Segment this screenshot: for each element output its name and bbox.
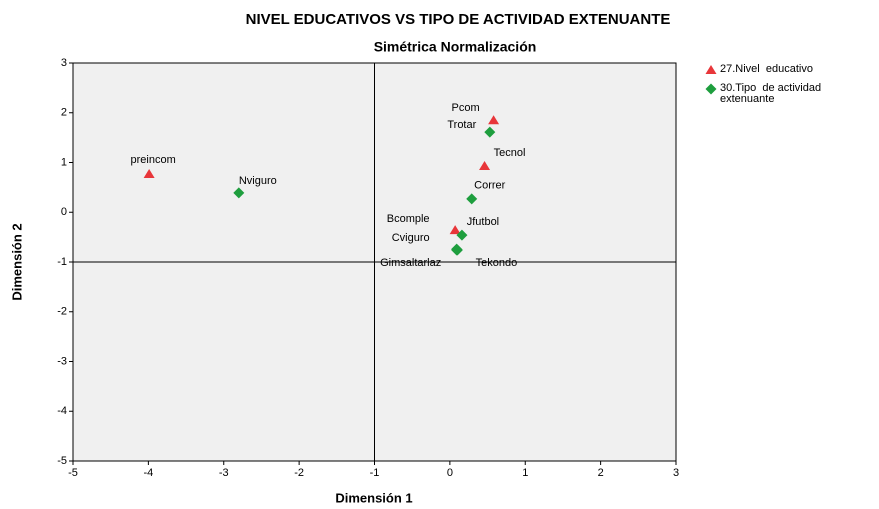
point xyxy=(484,126,496,138)
y-tick-label: -5 xyxy=(57,455,67,467)
point xyxy=(449,225,461,235)
y-tick-label: 3 xyxy=(61,57,67,69)
x-tick-label: -1 xyxy=(370,467,380,479)
point xyxy=(143,168,155,178)
legend-marker xyxy=(705,65,717,74)
y-axis-title: Dimensión 2 xyxy=(9,223,24,300)
point xyxy=(479,160,491,170)
point-label: Gimsaltarlaz xyxy=(380,257,441,269)
y-tick-label: -1 xyxy=(57,256,67,268)
x-tick-label: 2 xyxy=(598,467,604,479)
point-label: Tecnol xyxy=(494,147,526,159)
legend-marker xyxy=(705,83,717,95)
y-tick-label: 2 xyxy=(61,107,67,119)
point-label: Bcomple xyxy=(387,213,430,225)
chart-title: NIVEL EDUCATIVOS VS TIPO DE ACTIVIDAD EX… xyxy=(246,11,671,28)
x-tick-label: -2 xyxy=(294,467,304,479)
x-tick-label: -5 xyxy=(68,467,78,479)
point xyxy=(488,115,500,125)
point-label: preincom xyxy=(131,154,176,166)
y-tick-label: -2 xyxy=(57,306,67,318)
point-label: Jfutbol xyxy=(467,216,499,228)
x-tick-label: 1 xyxy=(522,467,528,479)
point xyxy=(233,187,245,199)
legend-label: 30.Tipo de actividad extenuante xyxy=(720,82,825,105)
point-label: Pcom xyxy=(452,102,480,114)
y-tick-label: 1 xyxy=(61,156,67,168)
x-tick-label: -3 xyxy=(219,467,229,479)
x-tick-label: 3 xyxy=(673,467,679,479)
point xyxy=(456,229,468,241)
y-tick-label: -3 xyxy=(57,355,67,367)
x-axis-title: Dimensión 1 xyxy=(335,490,412,505)
point xyxy=(466,193,478,205)
point-label: Tekondo xyxy=(476,257,518,269)
chart-subtitle: Simétrica Normalización xyxy=(374,39,537,55)
x-tick-label: 0 xyxy=(447,467,453,479)
y-tick-label: 0 xyxy=(61,206,67,218)
x-tick-label: -4 xyxy=(143,467,153,479)
point-label: Nviguro xyxy=(239,175,277,187)
y-tick-label: -4 xyxy=(57,405,67,417)
legend-label: 27.Nivel educativo xyxy=(720,63,813,75)
point-label: Trotar xyxy=(447,119,476,131)
point-label: Correr xyxy=(474,180,506,192)
point xyxy=(451,244,463,256)
point-label: Cviguro xyxy=(392,232,430,244)
